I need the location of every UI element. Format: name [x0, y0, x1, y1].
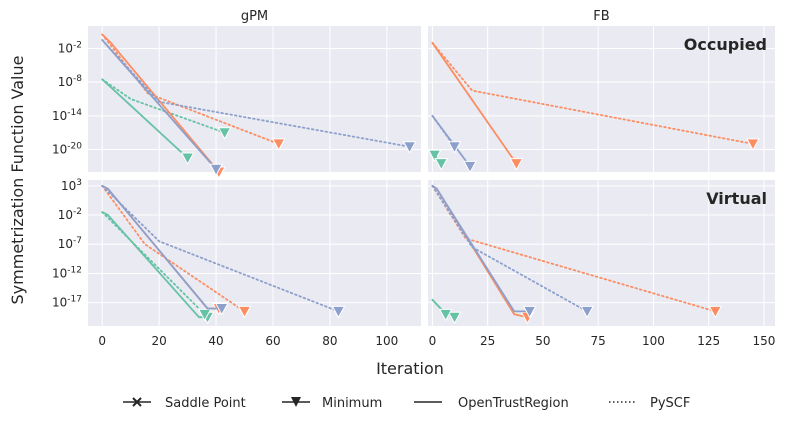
x-tick-label: 100: [375, 334, 398, 348]
x-tick-label: 25: [480, 334, 495, 348]
minimum-marker: [214, 302, 229, 316]
x-tick-label: 60: [265, 334, 280, 348]
minimum-marker: [463, 160, 477, 174]
series-line: [101, 78, 189, 159]
y-tick-label: 10-17: [52, 295, 82, 310]
y-tick-label: 10-2: [58, 40, 82, 55]
y-axis-label: Symmetrization Function Value: [8, 56, 27, 305]
minimum-marker: [509, 158, 524, 171]
minimum-marker: [180, 152, 195, 166]
legend-label-opentrustregion: OpenTrustRegion: [458, 396, 569, 411]
x-tick-label: 50: [535, 334, 550, 348]
panel-background: [88, 26, 421, 172]
y-tick-label: 103: [61, 178, 82, 193]
x-tick-label: 0: [429, 334, 437, 348]
minimum-marker: [708, 305, 723, 319]
minimum-marker: [447, 141, 462, 154]
legend-item-saddle-point: Saddle Point: [123, 396, 246, 411]
series-line: [431, 185, 530, 313]
x-tick-label: 0: [98, 334, 106, 348]
panel-background: [428, 180, 775, 326]
panel-title: gPM: [241, 9, 268, 24]
series-line: [431, 41, 754, 145]
panel-1: FB Occupied: [427, 9, 775, 174]
y-tick-label: 10-12: [52, 265, 82, 280]
panel-annotation: Occupied: [684, 35, 767, 54]
x-tick-label: 100: [642, 334, 665, 348]
panel-background: [88, 180, 421, 326]
x-tick-label: 20: [152, 334, 167, 348]
panel-title: FB: [593, 9, 609, 24]
series-line: [101, 184, 246, 313]
minimum-marker: [447, 311, 462, 325]
minimum-marker: [271, 138, 286, 151]
series-line: [431, 42, 518, 165]
y-tick-label: 10-20: [52, 142, 82, 157]
minimum-marker: [209, 163, 223, 177]
x-axis-label: Iteration: [376, 359, 444, 378]
x-tick-label: 80: [322, 334, 337, 348]
panel-annotation: Virtual: [706, 189, 767, 208]
legend-item-minimum: Minimum: [282, 396, 382, 411]
minimum-marker: [402, 141, 417, 154]
series-line: [101, 211, 206, 316]
legend-label-saddle-point: Saddle Point: [165, 396, 246, 411]
legend-x-marker: [132, 397, 142, 407]
y-tick-label: 10-2: [58, 207, 82, 222]
minimum-marker: [522, 305, 537, 319]
panel-3: 0 25 50 75 100 125 150 Virtual: [428, 180, 775, 348]
x-tick-label: 125: [697, 334, 720, 348]
minimum-marker: [434, 158, 449, 171]
series-line: [431, 184, 588, 313]
series-line: [431, 298, 447, 316]
series-line: [101, 33, 280, 145]
panel-background: [428, 26, 775, 172]
legend-item-opentrustregion: OpenTrustRegion: [414, 396, 569, 411]
panel-2: 103 10-2 10-7 10-12 10-17 0 20 40 60 80 100: [52, 178, 421, 348]
x-tick-label: 150: [752, 334, 775, 348]
series-line: [101, 78, 226, 134]
minimum-marker: [438, 308, 453, 322]
series-line: [101, 39, 411, 148]
legend-label-pyscf: PySCF: [650, 396, 690, 411]
x-tick-label: 75: [591, 334, 606, 348]
minimum-marker: [331, 305, 346, 319]
y-tick-label: 10-14: [52, 108, 82, 123]
legend-item-pyscf: PySCF: [609, 396, 690, 411]
minimum-marker: [217, 127, 232, 140]
legend: Saddle Point Minimum OpenTrustRegion PyS…: [123, 396, 690, 411]
y-tick-label: 10-8: [58, 74, 83, 89]
series-line: [101, 185, 222, 310]
series-line: [431, 151, 443, 165]
minimum-marker: [580, 305, 594, 319]
legend-label-minimum: Minimum: [322, 396, 382, 411]
legend-triangle-marker: [291, 397, 301, 407]
x-tick-label: 40: [208, 334, 223, 348]
minimum-marker: [746, 138, 760, 151]
panel-0: 10-2 10-8 10-14 10-20 gPM: [52, 9, 421, 180]
y-tick-label: 10-7: [58, 236, 82, 251]
minimum-marker: [237, 305, 252, 319]
series-line: [101, 184, 340, 313]
minimum-marker: [197, 308, 212, 322]
